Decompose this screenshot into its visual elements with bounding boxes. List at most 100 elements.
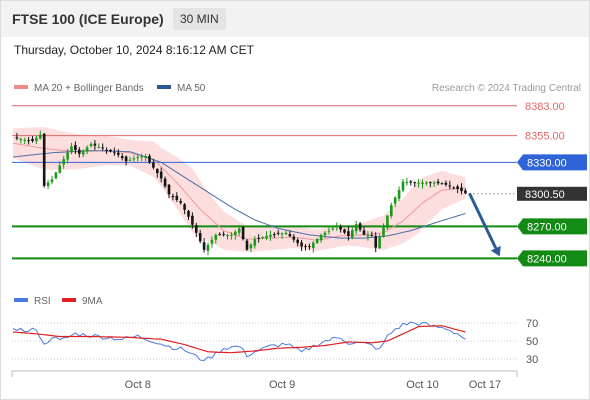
candle-body <box>89 144 93 147</box>
candle-body <box>85 147 89 152</box>
candle-body <box>249 244 253 249</box>
interval-badge[interactable]: 30 MIN <box>173 8 226 30</box>
rsi-tick: 30 <box>526 354 538 366</box>
candle-body <box>413 182 416 184</box>
candle-body <box>191 215 194 225</box>
candle-body <box>97 147 101 149</box>
resistance-label: 8383.00 <box>525 101 565 113</box>
candle-body <box>140 156 143 158</box>
candle-body <box>159 171 163 179</box>
candle-body <box>456 186 459 189</box>
legend-label: 9MA <box>82 296 103 307</box>
candle-body <box>288 234 292 237</box>
time-axis: Oct 8 Oct 9 Oct 10 Oct 17 <box>11 370 518 391</box>
arrow-head <box>490 245 501 257</box>
candle-body <box>19 139 23 141</box>
candle-body <box>405 182 409 184</box>
candle-body <box>444 182 448 185</box>
candle-body <box>343 229 346 233</box>
candle-body <box>331 228 335 230</box>
x-tick-label: Oct 10 <box>406 379 438 391</box>
candle-body <box>136 157 140 158</box>
candle-body <box>132 158 136 160</box>
price-levels <box>12 105 517 260</box>
candle-body <box>58 165 62 173</box>
candle-body <box>210 239 214 244</box>
candle-body <box>261 237 264 238</box>
candle-body <box>78 149 81 154</box>
candle-body <box>234 231 237 236</box>
candle-body <box>187 210 190 217</box>
candle-body <box>257 237 260 239</box>
candle-body <box>109 149 112 152</box>
rsi-line <box>12 321 466 362</box>
candle-body <box>382 226 385 238</box>
candle-body <box>452 187 455 189</box>
candle-body <box>113 152 116 154</box>
candle-body <box>144 155 147 158</box>
candle-body <box>460 187 463 192</box>
current-price-label: 8300.50 <box>525 189 565 201</box>
candle-body <box>347 231 350 236</box>
candle-body <box>15 137 19 139</box>
candle-body <box>284 232 288 235</box>
candle-body <box>269 234 272 237</box>
candle-body <box>226 234 229 237</box>
x-tick-label: Oct 17 <box>469 379 501 391</box>
candle-body <box>117 152 120 155</box>
candle-body <box>81 150 85 155</box>
candle-body <box>436 181 440 184</box>
candle-body <box>167 184 171 195</box>
credit-text: Research © 2024 Trading Central <box>432 83 581 94</box>
instrument-title: FTSE 100 (ICE Europe) <box>12 11 164 27</box>
candle-body <box>241 227 245 240</box>
candle-body <box>171 195 175 198</box>
candle-body <box>218 234 221 236</box>
candle-body <box>300 242 303 247</box>
candle-body <box>292 236 296 240</box>
legend-swatch <box>157 85 171 89</box>
candle-body <box>401 181 405 191</box>
candle-body <box>70 146 73 153</box>
candle-body <box>276 232 280 234</box>
rsi-tick: 50 <box>526 336 538 348</box>
candle-body <box>273 234 276 236</box>
candle-body <box>152 162 155 168</box>
candle-body <box>354 224 358 232</box>
candle-body <box>464 190 467 194</box>
support-label: 8270.00 <box>527 221 567 233</box>
candle-body <box>253 239 257 246</box>
forecast-arrow <box>468 192 501 257</box>
candle-body <box>312 242 315 248</box>
candle-body <box>101 147 104 149</box>
candle-body <box>370 234 374 236</box>
resistance-label: 8355.00 <box>525 131 565 143</box>
candle-body <box>409 181 413 183</box>
x-tick-label: Oct 9 <box>269 379 295 391</box>
rsi-ma-line <box>12 325 466 354</box>
candle-body <box>397 190 401 199</box>
legend-label: MA 20 + Bollinger Bands <box>34 83 144 94</box>
candle-body <box>183 204 186 210</box>
candle-body <box>366 234 370 237</box>
candle-body <box>31 138 34 141</box>
rsi-tick: 70 <box>526 318 538 330</box>
candle-body <box>230 234 233 236</box>
legend-label: MA 50 <box>177 83 206 94</box>
candle-body <box>265 235 268 239</box>
candle-body <box>124 156 128 162</box>
legend-swatch <box>14 85 28 89</box>
arrow-shaft <box>468 192 498 249</box>
candle-body <box>175 195 179 201</box>
candle-body <box>448 185 452 187</box>
candle-body <box>42 133 46 186</box>
candle-body <box>374 236 377 248</box>
candle-body <box>39 134 42 139</box>
candle-body <box>195 225 198 233</box>
candle-body <box>93 143 97 146</box>
candle-body <box>163 178 167 187</box>
candle-body <box>214 234 218 240</box>
candle-body <box>66 152 69 160</box>
candle-body <box>74 145 77 151</box>
